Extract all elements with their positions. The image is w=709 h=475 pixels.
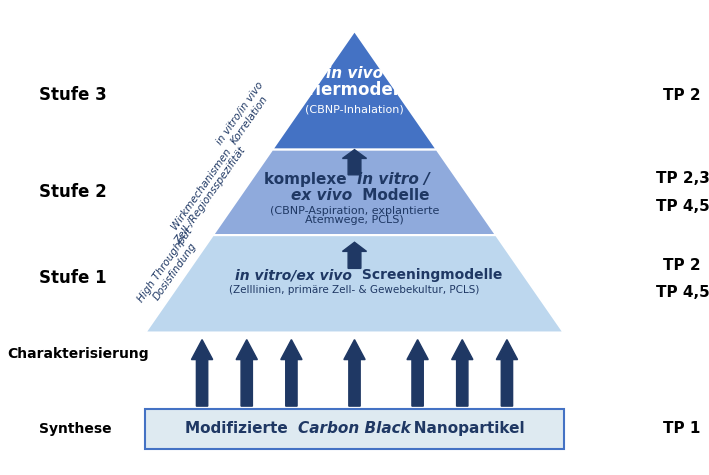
Text: ex vivo: ex vivo (291, 188, 352, 203)
Polygon shape (342, 242, 367, 268)
Text: (CBNP-Aspiration, explantierte: (CBNP-Aspiration, explantierte (270, 206, 439, 216)
Text: Stufe 1: Stufe 1 (39, 269, 106, 287)
Text: in vitro/ex vivo: in vitro/ex vivo (235, 268, 352, 283)
Text: Synthese: Synthese (39, 422, 111, 436)
Text: TP 2: TP 2 (663, 87, 700, 103)
Polygon shape (407, 340, 428, 406)
Text: in vitro /: in vitro / (357, 172, 430, 187)
Text: Screeningmodelle: Screeningmodelle (357, 268, 502, 283)
Polygon shape (281, 340, 302, 406)
Text: Atemwege, PCLS): Atemwege, PCLS) (305, 215, 404, 226)
Text: Tiermodell: Tiermodell (304, 81, 405, 99)
Polygon shape (145, 235, 564, 332)
Text: TP 2: TP 2 (663, 258, 700, 274)
Text: Modelle: Modelle (357, 188, 429, 203)
Text: Stufe 3: Stufe 3 (39, 86, 107, 104)
Polygon shape (342, 150, 367, 175)
Polygon shape (191, 340, 213, 406)
Text: Modifizierte                        Nanopartikel: Modifizierte Nanopartikel (184, 421, 525, 436)
Text: Carbon Black: Carbon Black (298, 421, 411, 436)
Text: High Throughput
Dosisfindung: High Throughput Dosisfindung (136, 226, 204, 311)
Text: komplexe: komplexe (264, 172, 352, 187)
Text: TP 2,3: TP 2,3 (656, 171, 709, 186)
Text: Charakterisierung: Charakterisierung (7, 347, 149, 361)
Text: in vitro/in vivo
Korrelation: in vitro/in vivo Korrelation (214, 80, 275, 153)
Text: in vivo: in vivo (326, 66, 383, 81)
Text: (Zelllinien, primäre Zell- & Gewebekultur, PCLS): (Zelllinien, primäre Zell- & Gewebekultu… (229, 285, 480, 295)
FancyBboxPatch shape (145, 408, 564, 449)
Text: Stufe 2: Stufe 2 (39, 183, 107, 201)
Text: TP 4,5: TP 4,5 (656, 285, 709, 300)
Text: (CBNP-Inhalation): (CBNP-Inhalation) (305, 104, 404, 114)
Text: TP 4,5: TP 4,5 (656, 199, 709, 214)
Polygon shape (452, 340, 473, 406)
Text: TP 1: TP 1 (663, 421, 700, 437)
Polygon shape (344, 340, 365, 406)
Text: Wirkmechanismen
Zell-/Regionsspezifität: Wirkmechanismen Zell-/Regionsspezifität (164, 139, 247, 246)
Polygon shape (272, 31, 437, 150)
Polygon shape (213, 150, 496, 235)
Polygon shape (236, 340, 257, 406)
Polygon shape (496, 340, 518, 406)
